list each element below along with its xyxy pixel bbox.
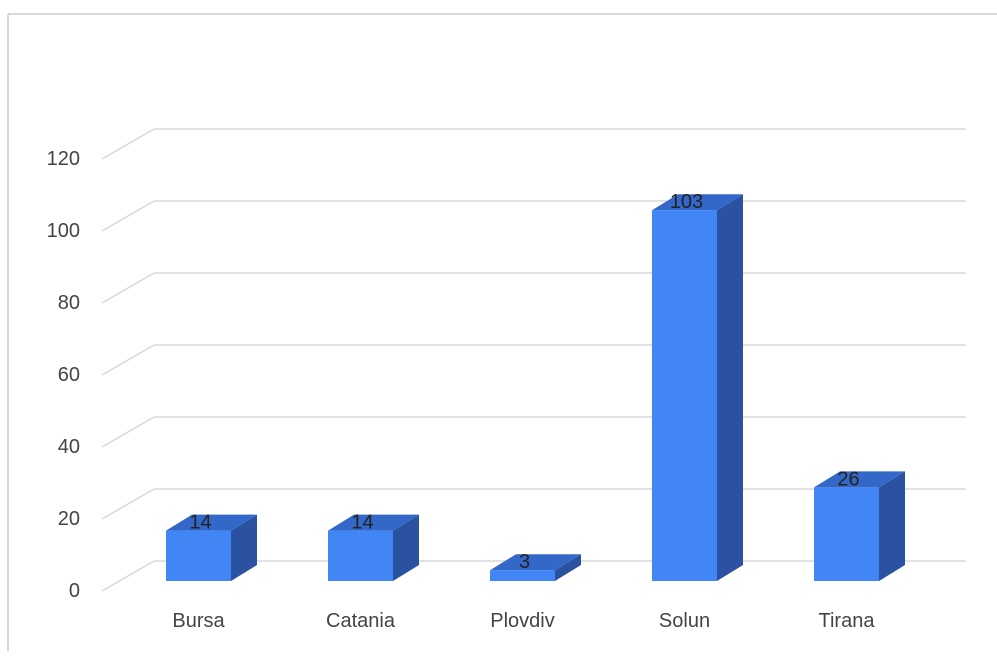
y-tick-label: 80 xyxy=(58,292,80,314)
x-tick-label: Plovdiv xyxy=(490,610,554,632)
bar-side xyxy=(393,514,419,581)
gridline xyxy=(101,416,966,448)
data-label: 103 xyxy=(670,191,703,213)
y-axis-ticks: 0 20 40 60 80 100 120 xyxy=(47,148,80,602)
data-label: 14 xyxy=(189,512,211,534)
y-tick-label: 40 xyxy=(58,436,80,458)
bar-top xyxy=(652,194,743,211)
bars xyxy=(166,194,905,581)
x-axis-ticks: Bursa Catania Plovdiv Solun Tirana xyxy=(172,610,875,632)
y-tick-label: 120 xyxy=(47,148,80,170)
bar-top xyxy=(814,471,905,488)
gridline xyxy=(101,128,966,160)
bar-side xyxy=(717,194,743,581)
bar-bursa xyxy=(166,514,257,581)
bar-tirana xyxy=(814,471,905,581)
y-tick-label: 100 xyxy=(47,220,80,242)
bar-plovdiv xyxy=(490,554,581,581)
x-tick-label: Catania xyxy=(326,610,396,632)
data-label: 3 xyxy=(519,551,530,573)
x-tick-label: Solun xyxy=(659,610,710,632)
chart-border xyxy=(7,13,997,651)
y-tick-label: 60 xyxy=(58,364,80,386)
bar-top xyxy=(166,514,257,531)
gridline xyxy=(101,200,966,232)
bar-side xyxy=(555,554,581,581)
bar-front xyxy=(328,530,393,581)
bar-solun xyxy=(652,194,743,581)
bar-top xyxy=(490,554,581,571)
gridlines xyxy=(101,128,966,592)
x-tick-label: Bursa xyxy=(172,610,225,632)
bar-front xyxy=(166,530,231,581)
y-tick-label: 20 xyxy=(58,508,80,530)
bar-catania xyxy=(328,514,419,581)
bar-front xyxy=(490,570,555,581)
gridline xyxy=(101,272,966,304)
x-tick-label: Tirana xyxy=(819,610,876,632)
bar-top xyxy=(328,514,419,531)
data-labels: 14 14 3 103 26 xyxy=(189,191,859,573)
data-label: 14 xyxy=(351,512,373,534)
data-label: 26 xyxy=(837,468,859,490)
bar-side xyxy=(879,471,905,581)
gridline xyxy=(101,344,966,376)
bar-front xyxy=(652,210,717,581)
bar-front xyxy=(814,487,879,581)
y-tick-label: 0 xyxy=(69,580,80,602)
bar-side xyxy=(231,514,257,581)
